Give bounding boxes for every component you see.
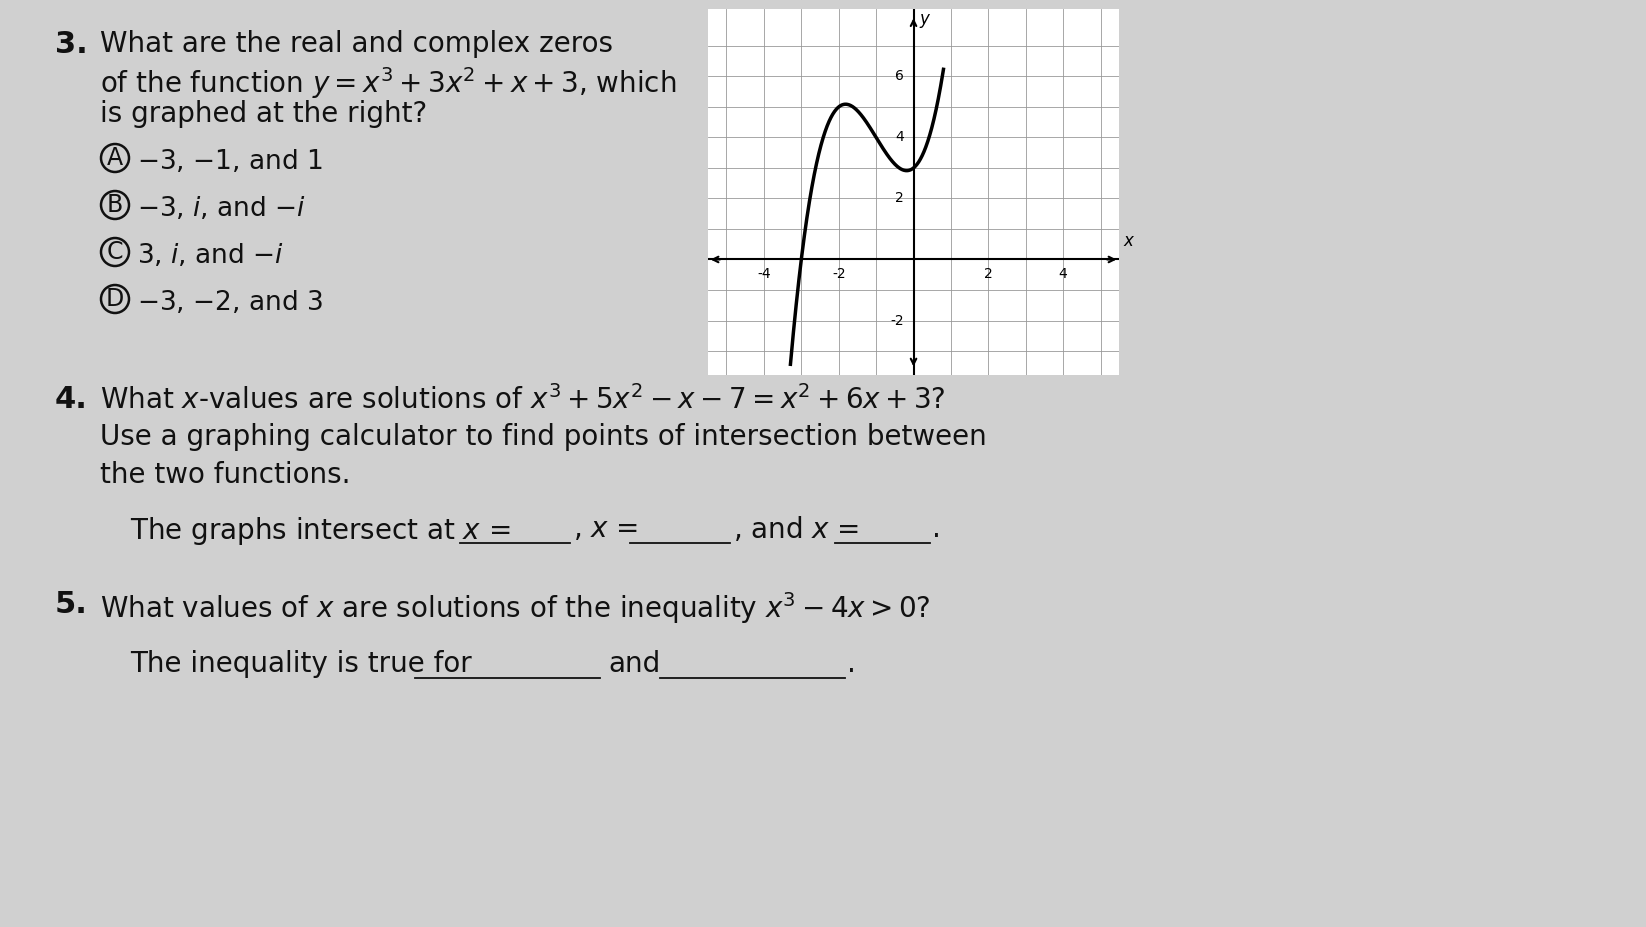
Text: $y$: $y$ <box>918 12 932 31</box>
Text: -2: -2 <box>831 267 846 281</box>
Text: The graphs intersect at $x$ =: The graphs intersect at $x$ = <box>130 515 510 547</box>
Text: and: and <box>607 650 660 678</box>
Text: of the function $y = x^3 + 3x^2 + x + 3$, which: of the function $y = x^3 + 3x^2 + x + 3$… <box>100 65 677 101</box>
Text: 4.: 4. <box>54 385 87 414</box>
Text: -4: -4 <box>757 267 770 281</box>
Text: Use a graphing calculator to find points of intersection between: Use a graphing calculator to find points… <box>100 423 986 451</box>
Text: C: C <box>107 240 123 264</box>
Text: , $x$ =: , $x$ = <box>573 515 639 543</box>
Text: The inequality is true for: The inequality is true for <box>130 650 472 678</box>
Text: $-3$, $-1$, and 1: $-3$, $-1$, and 1 <box>137 148 323 175</box>
Text: $-3$, $i$, and $-i$: $-3$, $i$, and $-i$ <box>137 195 306 222</box>
Text: is graphed at the right?: is graphed at the right? <box>100 100 428 128</box>
Text: 2: 2 <box>984 267 993 281</box>
Text: A: A <box>107 146 123 170</box>
Text: the two functions.: the two functions. <box>100 461 351 489</box>
Text: 4: 4 <box>1058 267 1068 281</box>
Text: -2: -2 <box>890 313 904 327</box>
Text: D: D <box>105 287 123 311</box>
Text: .: . <box>848 650 856 678</box>
Text: 3.: 3. <box>54 30 87 59</box>
Text: .: . <box>932 515 942 543</box>
Text: $-3$, $-2$, and 3: $-3$, $-2$, and 3 <box>137 289 323 316</box>
Text: 2: 2 <box>895 192 904 206</box>
Text: 6: 6 <box>895 70 904 83</box>
Text: What values of $x$ are solutions of the inequality $x^3 - 4x > 0$?: What values of $x$ are solutions of the … <box>100 590 930 626</box>
Text: B: B <box>107 193 123 217</box>
Text: $x$: $x$ <box>1123 233 1136 250</box>
Text: What are the real and complex zeros: What are the real and complex zeros <box>100 30 612 58</box>
Text: What $x$-values are solutions of $x^3 + 5x^2 - x - 7 = x^2 + 6x + 3$?: What $x$-values are solutions of $x^3 + … <box>100 385 945 415</box>
Text: 4: 4 <box>895 131 904 145</box>
Text: 3, $i$, and $-i$: 3, $i$, and $-i$ <box>137 242 285 269</box>
Text: 5.: 5. <box>54 590 87 619</box>
Text: , and $x$ =: , and $x$ = <box>732 515 859 544</box>
